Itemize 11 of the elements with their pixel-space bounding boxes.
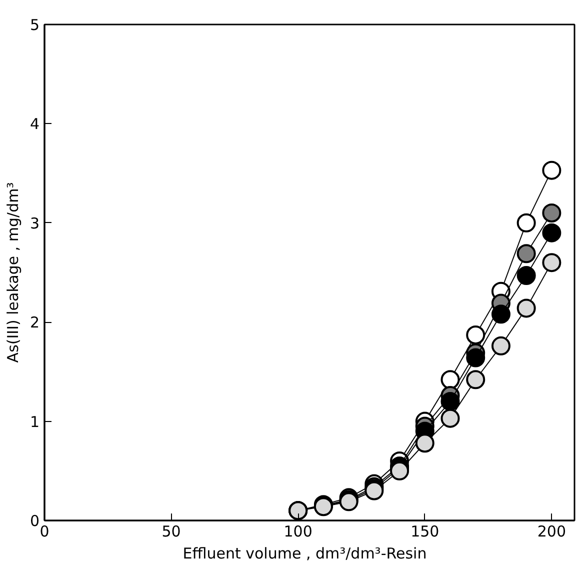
x-tick-label: 100: [284, 522, 312, 540]
y-tick-label: 1: [30, 412, 40, 431]
y-axis-title: As(III) leakage , mg/dm³: [4, 182, 22, 363]
x-tick-label: 150: [410, 522, 440, 540]
y-tick-label: 2: [30, 314, 40, 332]
x-tick-label: 50: [162, 522, 181, 540]
x-tick-label: 200: [537, 522, 566, 540]
x-axis-title: Effluent volume , dm³/dm³-Resin: [182, 544, 427, 562]
y-tick-label: 4: [30, 115, 40, 134]
y-tick-label: 3: [30, 214, 40, 232]
y-tick-label: 5: [30, 16, 40, 34]
